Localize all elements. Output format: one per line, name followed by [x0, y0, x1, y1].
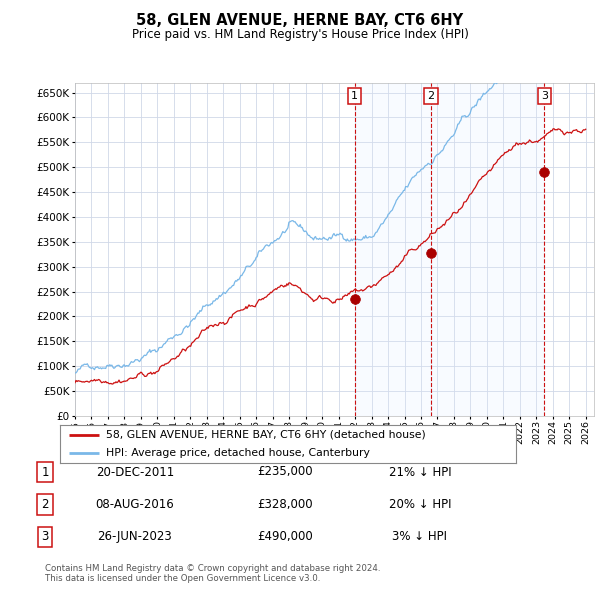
Text: 1: 1	[41, 466, 49, 478]
Text: 58, GLEN AVENUE, HERNE BAY, CT6 6HY: 58, GLEN AVENUE, HERNE BAY, CT6 6HY	[136, 13, 464, 28]
Bar	[431, 83, 544, 416]
Text: Price paid vs. HM Land Registry's House Price Index (HPI): Price paid vs. HM Land Registry's House …	[131, 28, 469, 41]
Text: 1: 1	[351, 91, 358, 101]
Text: 2: 2	[427, 91, 434, 101]
Text: 3: 3	[41, 530, 49, 543]
Text: 2: 2	[41, 498, 49, 511]
Text: 08-AUG-2016: 08-AUG-2016	[95, 498, 175, 511]
Text: 20% ↓ HPI: 20% ↓ HPI	[389, 498, 451, 511]
Text: £490,000: £490,000	[257, 530, 313, 543]
Text: 21% ↓ HPI: 21% ↓ HPI	[389, 466, 451, 478]
Text: £328,000: £328,000	[257, 498, 313, 511]
Text: £235,000: £235,000	[257, 466, 313, 478]
Text: 3: 3	[541, 91, 548, 101]
Text: HPI: Average price, detached house, Canterbury: HPI: Average price, detached house, Cant…	[106, 448, 370, 458]
Text: 20-DEC-2011: 20-DEC-2011	[96, 466, 174, 478]
Text: 26-JUN-2023: 26-JUN-2023	[98, 530, 172, 543]
Text: 58, GLEN AVENUE, HERNE BAY, CT6 6HY (detached house): 58, GLEN AVENUE, HERNE BAY, CT6 6HY (det…	[106, 430, 425, 440]
Bar	[355, 83, 431, 416]
Text: Contains HM Land Registry data © Crown copyright and database right 2024.
This d: Contains HM Land Registry data © Crown c…	[45, 563, 380, 583]
Text: 3% ↓ HPI: 3% ↓ HPI	[392, 530, 448, 543]
